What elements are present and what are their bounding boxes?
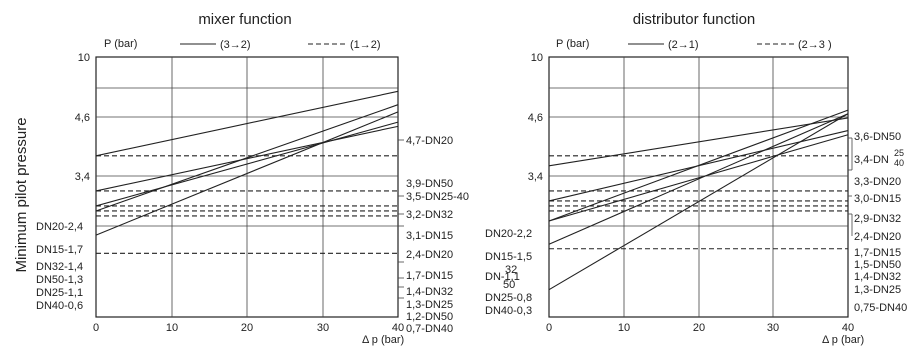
right-label: 1,3-DN25	[854, 284, 901, 296]
left-label: 32	[505, 264, 517, 276]
y-tick-label: 10	[78, 52, 90, 64]
right-label: 3,6-DN50	[854, 131, 901, 143]
right-label: 3,1-DN15	[406, 230, 453, 242]
x-tick-label: 40	[842, 322, 854, 334]
series-group	[95, 90, 399, 254]
right-label: 3,5-DN25-40	[406, 191, 469, 203]
gridlines	[96, 57, 398, 317]
left-label: DN40-0,3	[485, 305, 532, 317]
left-label: DN40-0,6	[36, 300, 83, 312]
distributor-chart: distributor function P (bar) (2→1) (2→3 …	[485, 11, 907, 346]
legend-dashed-label: (1→2)	[350, 39, 381, 51]
right-label: 1,4-DN32	[854, 271, 901, 283]
series-line-dn20-solid	[95, 90, 399, 157]
left-label: DN20-2,4	[36, 221, 83, 233]
right-label: 2,4-DN20	[406, 249, 453, 261]
chart-title: mixer function	[198, 11, 291, 28]
x-tick-label: 30	[317, 322, 329, 334]
x-tick-label: 20	[241, 322, 253, 334]
left-label: DN32-1,4	[36, 261, 83, 273]
chart-title: distributor function	[633, 11, 756, 28]
right-labels: 3,6-DN50 3,4-DN 25 40 3,3-DN20 3,0-DN15 …	[848, 131, 907, 314]
x-tick-label: 0	[93, 322, 99, 334]
right-label: 40	[894, 158, 904, 168]
x-tick-label: 20	[693, 322, 705, 334]
left-label: DN-1,1	[485, 271, 520, 283]
y-tick-label: 4,6	[75, 112, 90, 124]
right-label: 1,5-DN50	[854, 259, 901, 271]
series-line-dn32-solid	[548, 134, 849, 222]
left-label: DN15-1,5	[485, 251, 532, 263]
y-axis-label: P (bar)	[556, 38, 589, 50]
right-label: 3,9-DN50	[406, 178, 453, 190]
right-label: 25	[894, 148, 904, 158]
left-labels: DN20-2,4 DN15-1,7 DN32-1,4 DN50-1,3 DN25…	[36, 221, 83, 312]
right-label: 3,2-DN32	[406, 209, 453, 221]
series-line-dn40-solid	[548, 113, 849, 291]
y-axis-title: Minimum pilot pressure	[13, 117, 30, 272]
x-tick-label: 10	[166, 322, 178, 334]
legend-solid-label: (2→1)	[668, 39, 699, 51]
y-tick-label: 3,4	[528, 171, 543, 183]
mixer-chart: mixer function P (bar) (3→2) (1→2) 10 4,…	[36, 11, 469, 346]
x-tick-label: 0	[546, 322, 552, 334]
y-tick-label: 4,6	[528, 112, 543, 124]
right-label: 0,7-DN40	[406, 323, 453, 335]
right-label: 4,7-DN20	[406, 135, 453, 147]
right-label: 1,3-DN25	[406, 299, 453, 311]
right-label: 2,9-DN32	[854, 213, 901, 225]
left-label: DN25-1,1	[36, 287, 83, 299]
series-line-dn50-solid	[95, 104, 399, 212]
x-tick-label: 10	[618, 322, 630, 334]
series-line-dn15-solid	[95, 125, 399, 192]
left-label: DN20-2,2	[485, 228, 532, 240]
x-axis-label: Δ p (bar)	[362, 334, 404, 346]
series-line-dn15-solid	[548, 130, 849, 202]
left-label: DN15-1,7	[36, 244, 83, 256]
right-label: 2,4-DN20	[854, 231, 901, 243]
y-tick-label: 3,4	[75, 171, 90, 183]
series-line-dn32-solid	[95, 121, 399, 207]
right-label: 0,75-DN40	[854, 302, 907, 314]
left-label: DN25-0,8	[485, 292, 532, 304]
right-label: 3,3-DN20	[854, 176, 901, 188]
legend-solid-label: (3→2)	[220, 39, 251, 51]
right-label: 1,7-DN15	[406, 270, 453, 282]
y-tick-label: 10	[531, 52, 543, 64]
plot-frame	[548, 56, 849, 318]
right-label: 3,4-DN	[854, 154, 889, 166]
series-line-dn25-40-solid	[95, 111, 399, 236]
series-line-dn20-solid	[548, 117, 849, 167]
x-axis-label: Δ p (bar)	[822, 334, 864, 346]
right-label: 1,4-DN32	[406, 286, 453, 298]
left-label: 50	[503, 279, 515, 291]
legend-dashed-label: (2→3 )	[798, 39, 832, 51]
left-labels: DN20-2,2 DN15-1,5 32 DN-1,1 50 DN25-0,8 …	[485, 228, 532, 317]
left-label: DN50-1,3	[36, 274, 83, 286]
series-line-dn25-solid	[548, 113, 849, 245]
x-tick-label: 30	[767, 322, 779, 334]
right-labels: 4,7-DN20 3,9-DN50 3,5-DN25-40 3,2-DN32 3…	[398, 135, 469, 335]
right-label: 1,7-DN15	[854, 247, 901, 259]
y-axis-label: P (bar)	[104, 38, 137, 50]
right-label: 3,0-DN15	[854, 193, 901, 205]
x-tick-label: 40	[392, 322, 404, 334]
gridlines	[549, 57, 848, 317]
right-label: 1,2-DN50	[406, 311, 453, 323]
series-group	[548, 109, 849, 291]
